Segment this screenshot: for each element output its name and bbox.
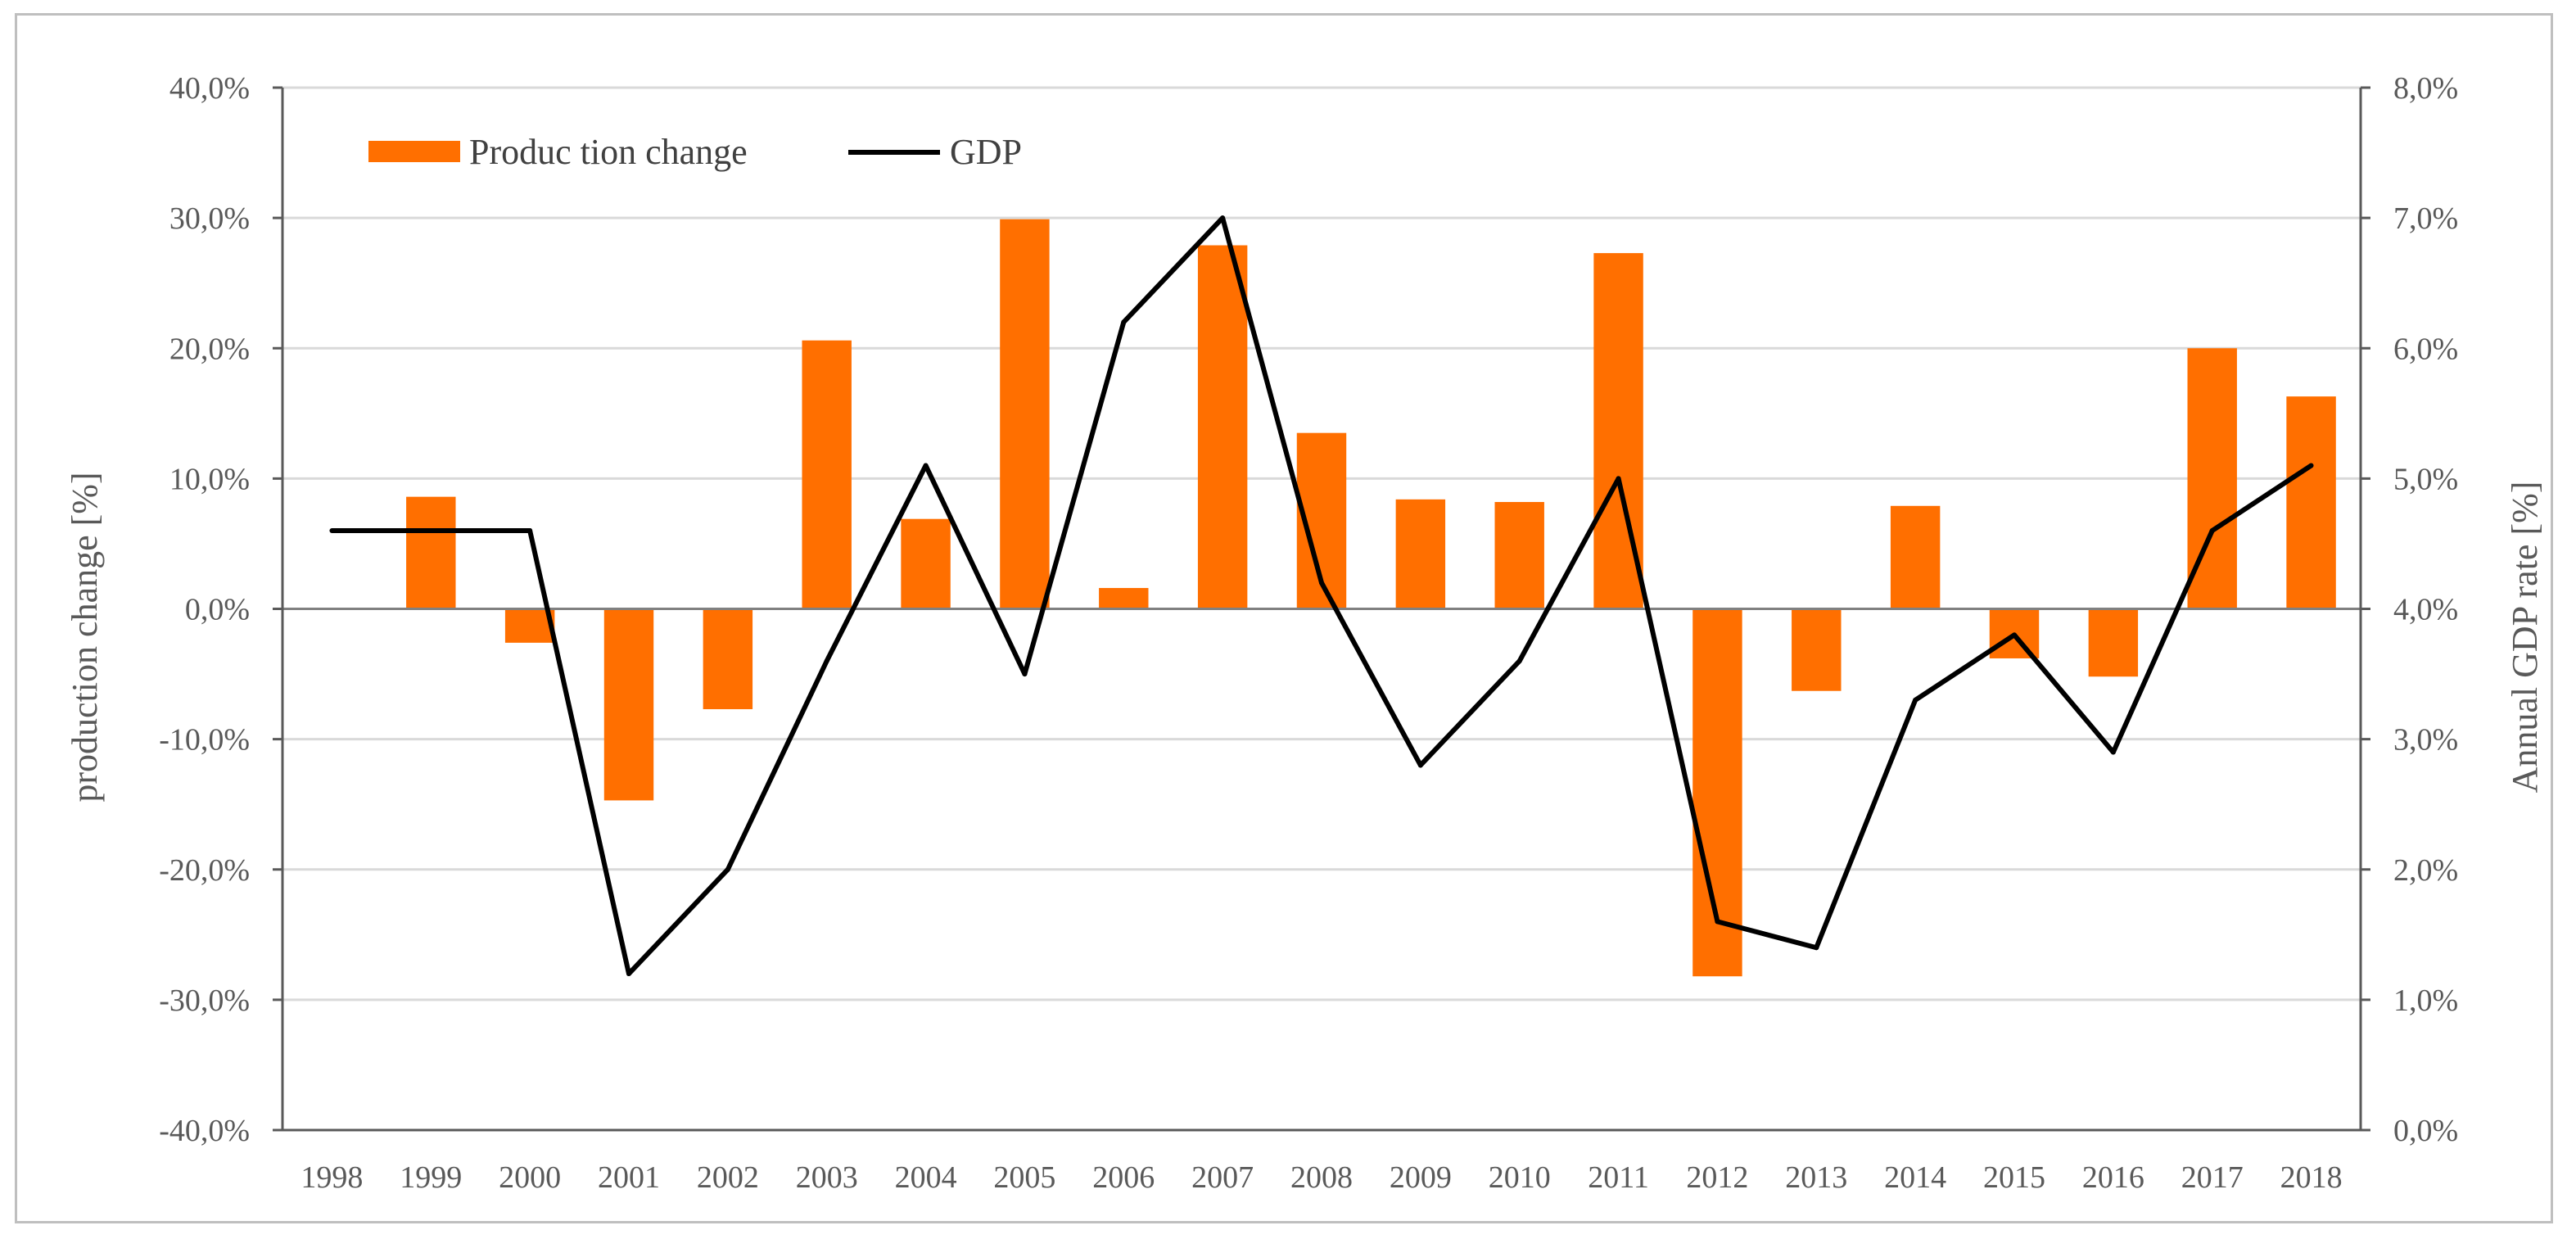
gdp-point-2012 (1715, 919, 1720, 925)
gdp-point-2008 (1319, 580, 1324, 586)
x-tick-label: 2010 (1489, 1160, 1551, 1195)
bar-2006 (1099, 588, 1149, 609)
bar-2013 (1792, 608, 1842, 691)
left-tick-label: -30,0% (159, 984, 250, 1018)
x-tick-label: 2007 (1191, 1160, 1254, 1195)
bar-2009 (1395, 499, 1446, 609)
x-tick-label: 2014 (1884, 1160, 1946, 1195)
right-tick-label: 4,0% (2393, 593, 2458, 627)
right-tick-label: 6,0% (2393, 332, 2458, 366)
bar-2016 (2088, 608, 2139, 677)
bar-2003 (802, 340, 852, 609)
gridlines (282, 86, 2361, 1002)
x-tick-label: 2006 (1092, 1160, 1155, 1195)
x-tick-label: 2001 (598, 1160, 660, 1195)
x-tick-label: 2000 (499, 1160, 561, 1195)
right-tick-label: 5,0% (2393, 462, 2458, 496)
bar-2014 (1890, 505, 1941, 609)
x-tick-label: 2012 (1686, 1160, 1748, 1195)
right-tick-label: 1,0% (2393, 984, 2458, 1018)
gdp-point-2011 (1616, 476, 1621, 482)
right-tick-label: 3,0% (2393, 723, 2458, 757)
gdp-point-2009 (1417, 762, 1423, 768)
bar-2018 (2286, 396, 2336, 609)
x-tick-label: 2004 (895, 1160, 957, 1195)
production-bars (406, 219, 2336, 977)
x-tick-label: 2017 (2181, 1160, 2244, 1195)
gdp-point-2014 (1913, 697, 1918, 703)
gdp-point-2000 (527, 528, 533, 534)
bar-1999 (406, 496, 456, 609)
x-tick-label: 2003 (796, 1160, 858, 1195)
gdp-point-2001 (626, 971, 631, 977)
x-tick-label: 2002 (697, 1160, 759, 1195)
left-tick-label: 0,0% (185, 593, 250, 627)
bar-2001 (603, 608, 654, 801)
x-tick-label: 2008 (1290, 1160, 1353, 1195)
right-tick-label: 2,0% (2393, 853, 2458, 888)
bar-2004 (901, 518, 951, 609)
x-tick-label: 2009 (1390, 1160, 1452, 1195)
left-axis-ticks: -40,0% -30,0% -20,0% -10,0% 0,0% 10,0% 20,0% 30… (159, 71, 282, 1148)
gdp-point-1998 (329, 528, 335, 534)
gdp-point-2006 (1121, 319, 1127, 325)
bar-2002 (703, 608, 753, 710)
x-axis-ticks: 1998 1999 2000 2001 2002 2003 2004 2005 2006 2007… (301, 1160, 2342, 1195)
x-tick-label: 2018 (2280, 1160, 2343, 1195)
gdp-point-2007 (1220, 215, 1226, 221)
left-tick-label: -10,0% (159, 723, 250, 757)
left-tick-label: -40,0% (159, 1114, 250, 1148)
axes (281, 88, 2362, 1132)
x-tick-label: 2016 (2082, 1160, 2144, 1195)
x-tick-label: 2005 (993, 1160, 1055, 1195)
right-tick-label: 7,0% (2393, 201, 2458, 236)
gdp-point-1999 (428, 528, 434, 534)
x-tick-label: 2015 (1983, 1160, 2045, 1195)
bar-2007 (1197, 245, 1248, 609)
x-tick-label: 2013 (1785, 1160, 1847, 1195)
x-tick-label: 1998 (301, 1160, 363, 1195)
x-tick-label: 1999 (400, 1160, 462, 1195)
left-tick-label: 40,0% (169, 71, 250, 106)
legend-line-label: GDP (950, 132, 1022, 172)
gdp-point-2005 (1022, 672, 1028, 677)
right-tick-label: 8,0% (2393, 71, 2458, 106)
left-tick-label: -20,0% (159, 853, 250, 888)
legend: Produc tion change GDP (368, 132, 1022, 172)
left-tick-label: 10,0% (169, 462, 250, 496)
gdp-point-2016 (2110, 749, 2116, 755)
bar-2010 (1494, 502, 1544, 609)
legend-bar-swatch (368, 141, 460, 162)
left-tick-label: 30,0% (169, 201, 250, 236)
gdp-line-layer (329, 215, 2314, 977)
gdp-point-2003 (824, 658, 829, 664)
gdp-point-2015 (2012, 632, 2017, 638)
right-axis-ticks: 0,0% 1,0% 2,0% 3,0% 4,0% 5,0% 6,0% 7,0% 8,0% (2361, 71, 2458, 1148)
gdp-point-2013 (1814, 945, 1819, 951)
bar-2005 (1000, 219, 1050, 609)
right-tick-label: 0,0% (2393, 1114, 2458, 1148)
gdp-point-2017 (2209, 528, 2215, 534)
gdp-point-2018 (2308, 463, 2314, 468)
gdp-point-2010 (1516, 658, 1522, 664)
legend-bar-label: Produc tion change (469, 132, 748, 172)
gdp-point-2004 (923, 463, 929, 468)
x-tick-label: 2011 (1588, 1160, 1649, 1195)
left-tick-label: 20,0% (169, 332, 250, 366)
right-axis-title: Annual GDP rate [%] (2505, 482, 2545, 794)
gdp-point-2002 (725, 866, 730, 872)
left-axis-title: production change [%] (65, 472, 105, 802)
